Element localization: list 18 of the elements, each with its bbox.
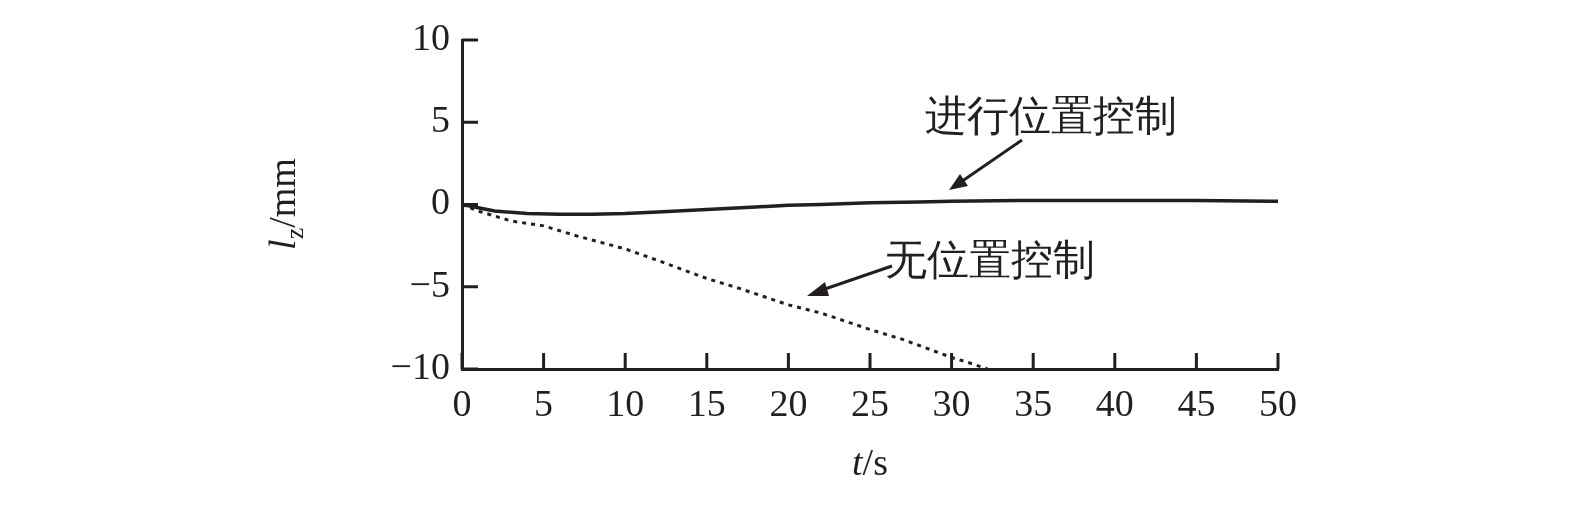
y-tick-label: 10 [412,15,450,58]
x-tick-label: 25 [851,381,889,424]
x-tick-label: 20 [769,381,808,424]
x-tick-label: 35 [1014,381,1053,424]
y-tick-label: −10 [390,344,450,387]
x-tick-label: 50 [1259,381,1297,424]
x-axis-title: t/s [852,440,888,484]
x-tick-label: 30 [932,381,971,424]
x-tick-label: 5 [534,381,554,424]
annotation: 无位置控制 [885,236,1095,285]
y-tick-label: 5 [431,98,450,141]
x-tick-label: 10 [606,381,645,424]
x-tick-label: 40 [1095,381,1134,424]
y-tick-label: −5 [409,262,450,305]
y-tick-label: 0 [431,180,450,223]
annotation: 进行位置控制 [925,92,1177,141]
x-tick-label: 15 [687,381,726,424]
x-tick-label: 45 [1177,381,1216,424]
